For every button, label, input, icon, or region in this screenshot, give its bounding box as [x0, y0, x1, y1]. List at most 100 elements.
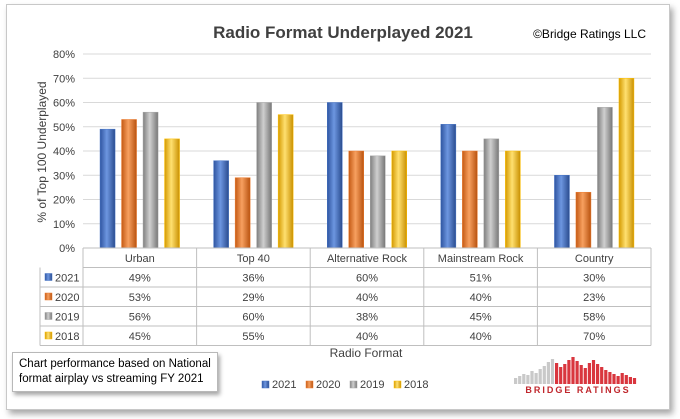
bar-2021-top-40 — [213, 160, 229, 249]
logo-bar — [559, 367, 563, 384]
logo-bar — [530, 371, 534, 384]
logo-bar — [514, 378, 518, 384]
logo-bar — [571, 357, 575, 384]
logo-bar — [620, 373, 624, 384]
data-label: 23% — [583, 292, 605, 304]
bars-group — [99, 78, 635, 249]
copyright-label: ©Bridge Ratings LLC — [533, 27, 646, 41]
x-tick-label: Urban — [125, 253, 155, 265]
bar-2019-top-40 — [256, 102, 272, 249]
logo-bar — [575, 361, 579, 384]
bar-2020-alternative-rock — [348, 150, 364, 249]
legend-label-2019: 2019 — [360, 379, 384, 391]
logo-bar — [534, 373, 538, 384]
data-label: 40% — [356, 331, 378, 343]
data-label: 36% — [242, 273, 264, 285]
bar-2019-mainstream-rock — [483, 138, 500, 249]
logo-bar — [522, 374, 526, 384]
legend-swatch-2021 — [261, 380, 270, 389]
logo-bar — [542, 366, 546, 384]
logo-bar — [616, 376, 620, 384]
logo-bar — [546, 362, 550, 384]
note-line-1: Chart performance based on National — [19, 358, 211, 370]
x-tick-label: Mainstream Rock — [438, 253, 524, 265]
note-line-2: format airplay vs streaming FY 2021 — [19, 373, 204, 385]
legend-label-2018: 2018 — [404, 379, 428, 391]
logo-bar — [596, 364, 600, 384]
logo-bar — [600, 367, 604, 384]
logo-bar — [591, 360, 596, 384]
bar-2021-mainstream-rock — [440, 124, 457, 249]
data-label: 45% — [470, 312, 492, 324]
x-axis-title: Radio Format — [330, 346, 403, 360]
y-axis-title: % of Top 100 Underplayed — [35, 81, 49, 222]
legend: 2021 2020 2019 2018 — [261, 379, 428, 391]
logo-bar — [567, 360, 571, 384]
data-label: 45% — [129, 331, 151, 343]
data-label: 40% — [470, 331, 492, 343]
y-tick-label: 40% — [53, 146, 75, 158]
legend-label-2021: 2021 — [272, 379, 296, 391]
table-series-label: 2019 — [55, 312, 79, 324]
logo-bar — [632, 378, 637, 384]
x-tick-label: Top 40 — [237, 253, 270, 265]
logo-bar — [555, 363, 559, 384]
bar-2020-urban — [121, 119, 137, 249]
bar-2021-urban — [99, 128, 116, 249]
logo-bar — [612, 374, 616, 384]
chart-note: Chart performance based on National form… — [12, 352, 218, 392]
bar-2019-country — [597, 107, 613, 249]
table-key-swatch — [44, 312, 53, 320]
bar-2018-top-40 — [277, 114, 294, 249]
bar-2020-top-40 — [234, 177, 251, 249]
y-tick-label: 60% — [53, 98, 75, 110]
bar-2018-alternative-rock — [391, 150, 407, 249]
table-series-label: 2020 — [55, 292, 79, 304]
y-tick-label: 10% — [53, 219, 75, 231]
data-label: 58% — [583, 312, 605, 324]
data-label: 40% — [470, 292, 492, 304]
y-tick-label: 80% — [53, 49, 75, 61]
data-label: 51% — [470, 273, 492, 285]
data-label: 38% — [356, 312, 378, 324]
y-axis-ticks: 0% 10% 20% 30% 40% 50% 60% 70% 80% — [53, 49, 75, 255]
data-label: 49% — [129, 273, 151, 285]
legend-swatch-2020 — [305, 380, 314, 389]
logo-bar — [518, 376, 522, 384]
logo-bar — [628, 377, 632, 384]
y-tick-label: 70% — [53, 73, 75, 85]
table-series-label: 2018 — [55, 331, 79, 343]
bar-2019-alternative-rock — [370, 155, 386, 249]
legend-swatch-2018 — [393, 380, 402, 389]
logo-bar — [563, 364, 567, 384]
logo-bar — [579, 365, 583, 384]
table-key-swatch — [44, 273, 53, 281]
bar-2018-urban — [164, 138, 180, 249]
bridge-ratings-logo: BRIDGE RATINGS — [514, 357, 637, 395]
data-label: 30% — [583, 273, 605, 285]
logo-bar — [550, 359, 555, 384]
logo-bar — [587, 363, 591, 384]
legend-label-2020: 2020 — [316, 379, 340, 391]
table-key-swatch — [44, 292, 53, 301]
bar-2018-country — [618, 78, 635, 249]
logo-bar — [583, 368, 587, 384]
logo-bar — [604, 370, 608, 384]
y-tick-label: 50% — [53, 122, 75, 134]
logo-bar — [538, 369, 542, 384]
bar-2021-country — [554, 175, 570, 249]
y-tick-label: 20% — [53, 195, 75, 207]
bar-2019-urban — [142, 111, 159, 249]
logo-bar — [624, 375, 628, 384]
chart-title: Radio Format Underplayed 2021 — [213, 23, 473, 42]
table-key-swatch — [44, 331, 53, 340]
data-label: 60% — [242, 312, 264, 324]
bar-2020-country — [575, 191, 592, 249]
x-tick-label: Country — [575, 253, 614, 265]
bar-2021-alternative-rock — [327, 102, 343, 249]
logo-wordmark: BRIDGE RATINGS — [525, 385, 630, 395]
legend-swatch-2019 — [349, 380, 358, 389]
y-tick-label: 0% — [59, 243, 75, 255]
y-tick-label: 30% — [53, 170, 75, 182]
